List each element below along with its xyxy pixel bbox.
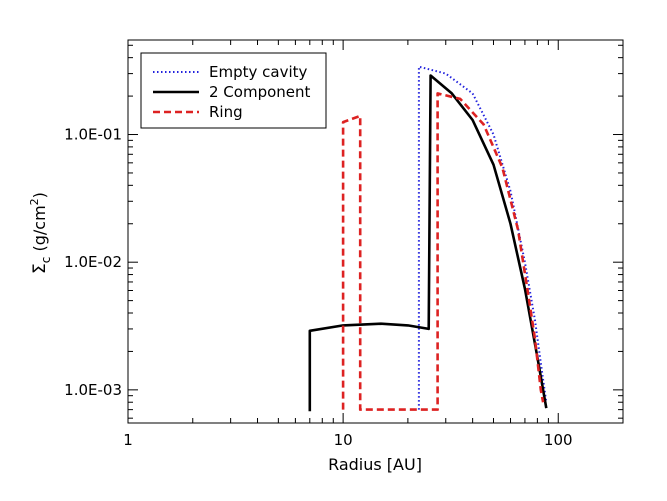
y-axis-symbol: Σ (30, 263, 50, 274)
x-tick-label: 100 (544, 431, 573, 449)
y-axis-units-suffix: ) (30, 192, 49, 198)
plot-frame (127, 39, 624, 424)
x-axis-title: Radius [AU] (328, 455, 422, 474)
y-axis-title: Σc (g/cm2) (28, 192, 53, 274)
series-line-ring (341, 92, 545, 411)
series-line-2-component (308, 74, 548, 412)
y-axis-subscript: c (39, 257, 53, 264)
legend: Empty cavity 2 Component Ring (140, 52, 327, 129)
y-tick-label: 1.0E-03 (64, 381, 122, 399)
legend-label: Ring (209, 103, 243, 121)
y-axis-units-sup: 2 (28, 198, 41, 205)
legend-label: Empty cavity (209, 63, 308, 81)
y-axis-units-prefix: (g/cm (30, 205, 49, 256)
y-tick-label: 1.0E-01 (64, 126, 122, 144)
axes: 1 10 100 1.0E-03 1.0E-02 1.0E-01 (64, 39, 624, 449)
x-tick-label: 10 (334, 431, 353, 449)
series-line-empty-cavity (417, 65, 548, 410)
y-tick-label: 1.0E-02 (64, 253, 122, 271)
legend-box (140, 52, 327, 129)
x-tick-label: 1 (123, 431, 133, 449)
series-layer (308, 65, 548, 412)
legend-label: 2 Component (209, 83, 311, 101)
